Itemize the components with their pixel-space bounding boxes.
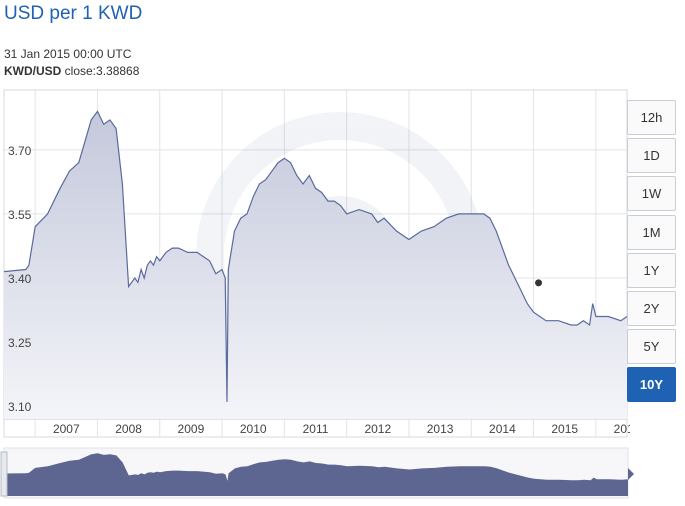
price-line [3,110,628,402]
price-chart[interactable]: 3.10 3.25 3.40 3.55 3.70 2007 2008 2009 2010 201… [0,84,630,440]
navigator-right-handle[interactable] [628,468,634,480]
timestamp: 31 Jan 2015 00:00 UTC [4,47,132,61]
navigator[interactable] [0,446,636,502]
navigator-area [4,453,628,496]
highlighted-point [535,279,543,287]
range-button-2y[interactable]: 2Y [627,290,676,326]
navigator-left-handle[interactable] [0,451,8,497]
x-tick-label: 2015 [551,422,578,436]
x-tick-label: 2011 [303,422,329,436]
price-area [4,111,627,420]
y-tick-label: 3.55 [8,208,32,222]
x-tick-label: 2016 [614,422,630,436]
range-selector: 12h 1D 1W 1M 1Y 2Y 5Y 10Y [627,100,679,406]
x-tick-label: 2013 [427,422,454,436]
range-button-10y[interactable]: 10Y [627,367,676,403]
range-button-5y[interactable]: 5Y [627,329,676,365]
quote-readout: KWD/USD close:3.38868 [4,64,139,78]
x-tick-label: 2014 [489,422,516,436]
y-tick-label: 3.70 [8,144,32,158]
x-tick-label: 2007 [53,422,80,436]
x-tick-label: 2010 [240,422,267,436]
close-value: 3.38868 [96,64,140,78]
x-tick-label: 2008 [115,422,142,436]
y-tick-label: 3.40 [8,272,32,286]
range-button-1m[interactable]: 1M [627,214,676,250]
close-label: close: [64,64,97,78]
range-button-12h[interactable]: 12h [627,100,676,135]
range-button-1y[interactable]: 1Y [627,252,676,288]
range-button-1w[interactable]: 1W [627,176,676,212]
chart-title: USD per 1 KWD [4,3,143,24]
pair-label: KWD/USD [4,64,62,78]
y-tick-label: 3.25 [8,336,32,350]
range-button-1d[interactable]: 1D [627,138,676,174]
x-tick-label: 2009 [178,422,205,436]
y-tick-label: 3.10 [8,400,32,414]
x-tick-label: 2012 [364,422,391,436]
